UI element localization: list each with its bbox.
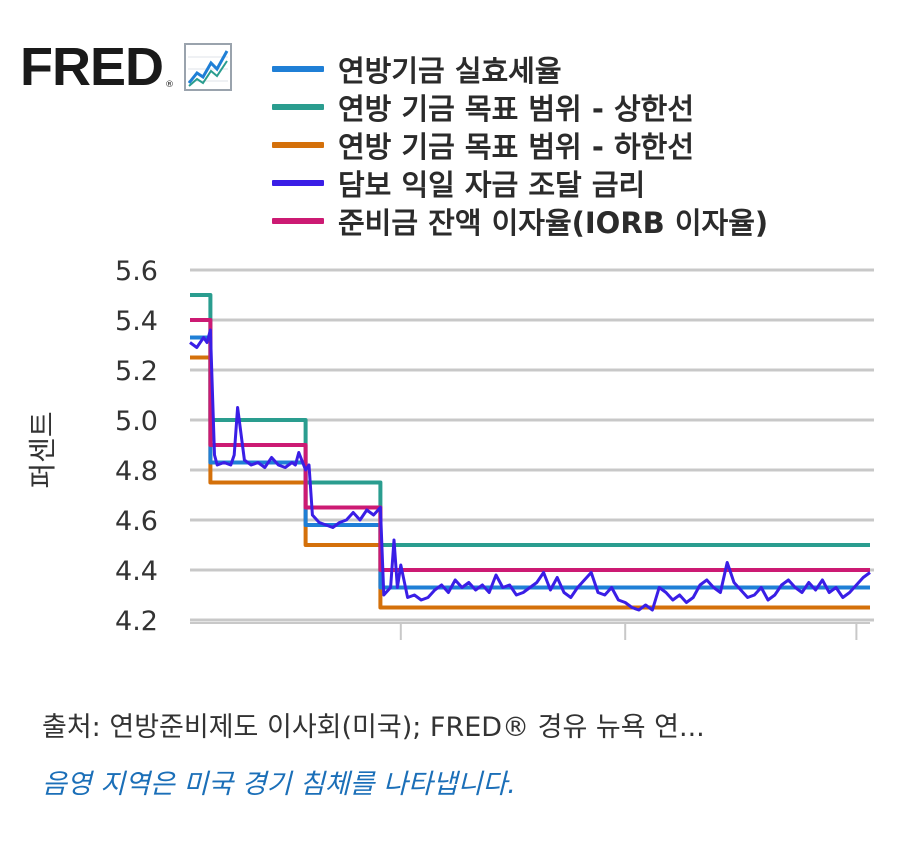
legend-item-sofr[interactable]: 담보 익일 자금 조달 금리: [272, 164, 768, 202]
legend-label: 준비금 잔액 이자율(IORB 이자율): [338, 206, 769, 240]
legend-swatch: [272, 180, 324, 186]
legend-swatch: [272, 218, 324, 224]
line-chart-icon: [184, 43, 232, 91]
y-axis-tick-labels: 5.6 5.4 5.2 5.0 4.8 4.6 4.4 4.2: [115, 256, 158, 637]
x-axis-ticks: [190, 622, 870, 640]
y-tick-label: 4.6: [115, 506, 158, 537]
y-tick-label: 5.0: [115, 406, 158, 437]
legend-item-effr[interactable]: 연방기금 실효세율: [272, 50, 768, 88]
y-tick-label: 5.6: [115, 256, 158, 287]
series-lines: [189, 293, 871, 612]
y-tick-label: 5.2: [115, 356, 158, 387]
legend-label: 연방 기금 목표 범위 - 하한선: [338, 130, 694, 164]
logo-registered-mark: ®: [165, 80, 174, 90]
y-tick-label: 5.4: [115, 306, 158, 337]
rates-line-chart[interactable]: 5.6 5.4 5.2 5.0 4.8 4.6 4.4 4.2 퍼센트: [0, 235, 900, 665]
y-axis-label: 퍼센트: [26, 411, 59, 488]
fred-logo[interactable]: FRED ®: [20, 40, 232, 94]
legend-label: 담보 익일 자금 조달 금리: [338, 168, 646, 202]
y-tick-label: 4.8: [115, 456, 158, 487]
y-tick-label: 4.2: [115, 606, 158, 637]
legend-item-upper-limit[interactable]: 연방 기금 목표 범위 - 상한선: [272, 88, 768, 126]
chart-legend: 연방기금 실효세율 연방 기금 목표 범위 - 상한선 연방 기금 목표 범위 …: [272, 50, 768, 240]
legend-item-lower-limit[interactable]: 연방 기금 목표 범위 - 하한선: [272, 126, 768, 164]
y-tick-label: 4.4: [115, 556, 158, 587]
series-line-4[interactable]: [190, 318, 870, 572]
series-line-3[interactable]: [189, 328, 871, 612]
legend-label: 연방기금 실효세율: [338, 54, 562, 88]
source-note[interactable]: 출처: 연방준비제도 이사회(미국); FRED® 경유 뉴욕 연...: [42, 712, 705, 743]
legend-swatch: [272, 66, 324, 72]
logo-text: FRED: [20, 37, 164, 97]
legend-swatch: [272, 142, 324, 148]
legend-label: 연방 기금 목표 범위 - 상한선: [338, 92, 694, 126]
recession-note: 음영 지역은 미국 경기 침체를 나타냅니다.: [42, 769, 516, 800]
legend-item-iorb[interactable]: 준비금 잔액 이자율(IORB 이자율): [272, 202, 768, 240]
legend-swatch: [272, 104, 324, 110]
